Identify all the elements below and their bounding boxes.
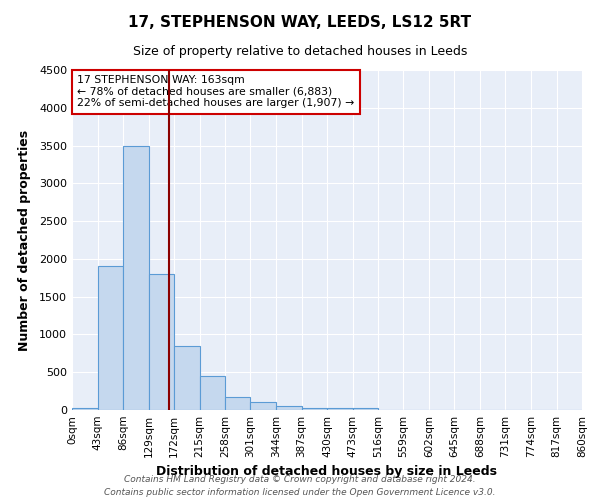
- Bar: [123, 146, 149, 410]
- Bar: [199, 376, 225, 410]
- Y-axis label: Number of detached properties: Number of detached properties: [17, 130, 31, 350]
- Bar: [174, 346, 199, 410]
- Bar: [225, 397, 251, 410]
- Bar: [327, 408, 353, 410]
- Bar: [97, 266, 123, 410]
- Text: Contains public sector information licensed under the Open Government Licence v3: Contains public sector information licen…: [104, 488, 496, 497]
- Text: Contains HM Land Registry data © Crown copyright and database right 2024.: Contains HM Land Registry data © Crown c…: [124, 476, 476, 484]
- Bar: [276, 406, 302, 410]
- Bar: [353, 408, 378, 410]
- Text: 17 STEPHENSON WAY: 163sqm
← 78% of detached houses are smaller (6,883)
22% of se: 17 STEPHENSON WAY: 163sqm ← 78% of detac…: [77, 75, 355, 108]
- Bar: [149, 274, 174, 410]
- Text: 17, STEPHENSON WAY, LEEDS, LS12 5RT: 17, STEPHENSON WAY, LEEDS, LS12 5RT: [128, 15, 472, 30]
- Bar: [72, 408, 97, 410]
- Text: Size of property relative to detached houses in Leeds: Size of property relative to detached ho…: [133, 45, 467, 58]
- Bar: [251, 402, 276, 410]
- X-axis label: Distribution of detached houses by size in Leeds: Distribution of detached houses by size …: [157, 466, 497, 478]
- Bar: [302, 408, 327, 410]
